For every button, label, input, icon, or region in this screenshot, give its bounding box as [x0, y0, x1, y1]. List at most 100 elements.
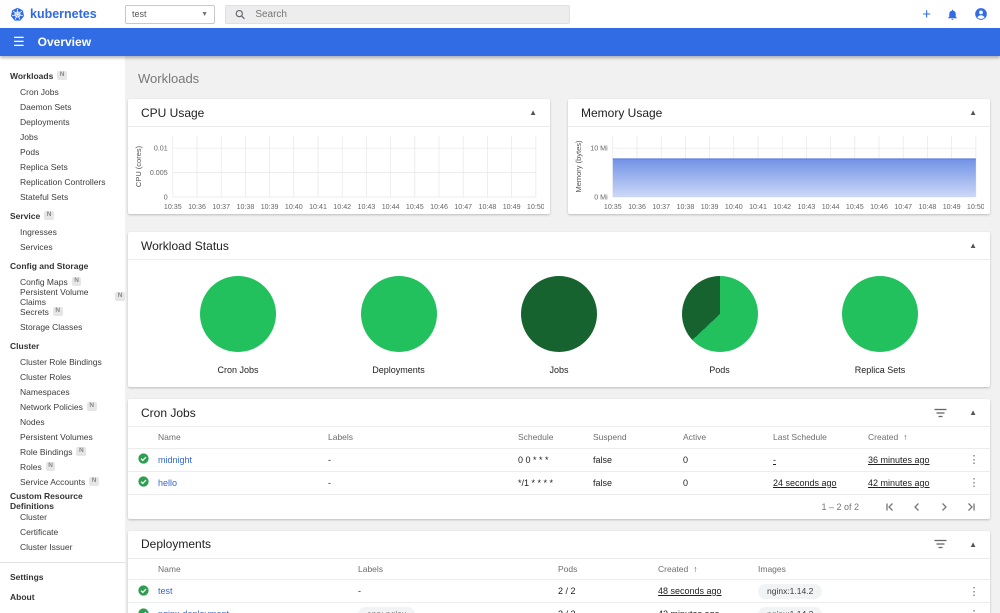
sidebar-item-about[interactable]: About: [10, 591, 35, 602]
column-header-created[interactable]: Created ↑: [658, 558, 758, 580]
top-app-bar: kubernetes test ▼ +: [0, 0, 1000, 28]
schedule-cell: 0 0 * * *: [518, 448, 593, 472]
sidebar-section-workloads[interactable]: Workloads N: [0, 67, 125, 84]
column-header-active[interactable]: Active: [683, 427, 773, 449]
sidebar-section-service[interactable]: Service N: [0, 207, 125, 224]
svg-text:10:49: 10:49: [503, 204, 521, 211]
first-page-icon[interactable]: [885, 502, 895, 512]
sidebar-item-settings[interactable]: Settings: [10, 571, 44, 582]
svg-text:10:45: 10:45: [406, 204, 424, 211]
row-actions-button[interactable]: ⋮: [958, 602, 990, 613]
collapse-arrow-icon[interactable]: ▲: [969, 108, 977, 117]
filter-button[interactable]: [934, 539, 947, 549]
column-header-images[interactable]: Images: [758, 558, 958, 580]
collapse-arrow-icon[interactable]: ▲: [969, 241, 977, 250]
sidebar-item-jobs[interactable]: Jobs: [0, 129, 125, 144]
column-header-created[interactable]: Created ↑: [868, 427, 958, 449]
sidebar-section-cluster[interactable]: Cluster: [0, 337, 125, 354]
sidebar-section-custom-resource-definitions[interactable]: Custom Resource Definitions: [0, 490, 125, 511]
svg-text:10:37: 10:37: [652, 204, 670, 211]
sidebar-item-cluster-role-bindings[interactable]: Cluster Role Bindings: [0, 354, 125, 369]
menu-icon[interactable]: ☰: [13, 34, 25, 49]
sidebar-item-role-bindings[interactable]: Role Bindings N: [0, 444, 125, 459]
sidebar-item-cron-jobs[interactable]: Cron Jobs: [0, 84, 125, 99]
row-actions-button[interactable]: ⋮: [958, 471, 990, 495]
sidebar-item-certificate[interactable]: Certificate: [0, 524, 125, 539]
sidebar-item-daemon-sets[interactable]: Daemon Sets: [0, 99, 125, 114]
collapse-arrow-icon[interactable]: ▲: [969, 408, 977, 417]
sidebar-item-storage-classes[interactable]: Storage Classes: [0, 319, 125, 334]
section-label: Custom Resource Definitions: [10, 490, 83, 511]
collapse-arrow-icon[interactable]: ▲: [529, 108, 537, 117]
chevron-right-icon[interactable]: [939, 502, 949, 512]
sidebar-item-persistent-volume-claims[interactable]: Persistent Volume Claims N: [0, 287, 125, 307]
toolbar-title: Overview: [37, 35, 92, 49]
column-header-labels[interactable]: Labels: [328, 427, 518, 449]
sidebar-item-network-policies[interactable]: Network Policies N: [0, 399, 125, 414]
row-actions-button[interactable]: ⋮: [958, 448, 990, 472]
filter-button[interactable]: [934, 408, 947, 418]
cron-jobs-table: Name Labels Schedule Suspend Active Last Sche…: [128, 427, 990, 495]
workload-status-item: Cron Jobs: [183, 276, 293, 375]
row-actions-button[interactable]: ⋮: [958, 579, 990, 603]
column-header-suspend[interactable]: Suspend: [593, 427, 683, 449]
last-schedule-link[interactable]: 24 seconds ago: [773, 477, 837, 488]
sidebar-item-secrets[interactable]: Secrets N: [0, 304, 125, 319]
create-resource-button[interactable]: +: [922, 5, 931, 23]
column-header-schedule[interactable]: Schedule: [518, 427, 593, 449]
sidebar-item-nodes[interactable]: Nodes: [0, 414, 125, 429]
search-input[interactable]: [255, 8, 560, 20]
column-label: Name: [158, 432, 181, 443]
deployment-name-link[interactable]: test: [158, 586, 173, 596]
cron-job-name-link[interactable]: hello: [158, 477, 178, 488]
column-header-pods[interactable]: Pods: [558, 558, 658, 580]
namespace-selector[interactable]: test ▼: [125, 4, 215, 24]
last-schedule-link[interactable]: -: [773, 454, 776, 465]
deployment-name-link[interactable]: nginx-deployment: [158, 609, 229, 613]
created-link[interactable]: 42 minutes ago: [658, 609, 720, 613]
sidebar-item-ingresses[interactable]: Ingresses: [0, 224, 125, 239]
column-header-last-schedule[interactable]: Last Schedule: [773, 427, 868, 449]
chevron-left-icon[interactable]: [912, 502, 922, 512]
column-header-labels[interactable]: Labels: [358, 558, 558, 580]
sidebar-item-namespaces[interactable]: Namespaces: [0, 384, 125, 399]
collapse-arrow-icon[interactable]: ▲: [969, 539, 977, 549]
sidebar-item-stateful-sets[interactable]: Stateful Sets: [0, 189, 125, 204]
sidebar-section-config-and-storage[interactable]: Config and Storage: [0, 257, 125, 274]
cpu-plot: 0 0.005 0.01 10:35 10:36 10:37 10:38 10:39 10:40…: [134, 136, 545, 211]
sidebar-item-pods[interactable]: Pods: [0, 144, 125, 159]
svg-text:10:47: 10:47: [454, 204, 472, 211]
cron-job-name-link[interactable]: midnight: [158, 454, 193, 465]
item-label: Cron Jobs: [20, 86, 59, 97]
table-cell: 36 minutes ago: [868, 448, 958, 472]
sidebar-item-cluster[interactable]: Cluster: [0, 509, 125, 524]
column-label: Schedule: [518, 432, 554, 443]
sidebar-item-services[interactable]: Services: [0, 239, 125, 254]
active-cell: 0: [683, 448, 773, 472]
sidebar-item-replica-sets[interactable]: Replica Sets: [0, 159, 125, 174]
sidebar-item-roles[interactable]: Roles N: [0, 459, 125, 474]
sidebar-item-config-maps[interactable]: Config Maps N: [0, 274, 125, 289]
created-link[interactable]: 48 seconds ago: [658, 586, 722, 596]
notifications-button[interactable]: [946, 8, 959, 21]
created-link[interactable]: 42 minutes ago: [868, 477, 930, 488]
pie-label: Cron Jobs: [217, 365, 259, 375]
item-label: Cluster Roles: [20, 371, 72, 382]
column-header-name[interactable]: Name: [158, 558, 358, 580]
sidebar-item-persistent-volumes[interactable]: Persistent Volumes: [0, 429, 125, 444]
column-header-name[interactable]: Name: [158, 427, 328, 449]
sidebar-item-service-accounts[interactable]: Service Accounts N: [0, 474, 125, 489]
section-label: Workloads: [10, 70, 54, 81]
sidebar-item-cluster-issuer[interactable]: Cluster Issuer: [0, 539, 125, 554]
sidebar-nav: Workloads N Cron Jobs Daemon Sets Deployment…: [0, 56, 125, 613]
svg-text:10:35: 10:35: [604, 204, 622, 211]
created-link[interactable]: 36 minutes ago: [868, 454, 930, 465]
sidebar-item-cluster-roles[interactable]: Cluster Roles: [0, 369, 125, 384]
account-button[interactable]: [974, 7, 988, 21]
sidebar-item-deployments[interactable]: Deployments: [0, 114, 125, 129]
pagination-range: 1 – 2 of 2: [821, 501, 859, 512]
search-bar[interactable]: [225, 4, 570, 24]
sidebar-item-replication-controllers[interactable]: Replication Controllers: [0, 174, 125, 189]
table-cell: [128, 602, 158, 613]
last-page-icon[interactable]: [966, 502, 976, 512]
